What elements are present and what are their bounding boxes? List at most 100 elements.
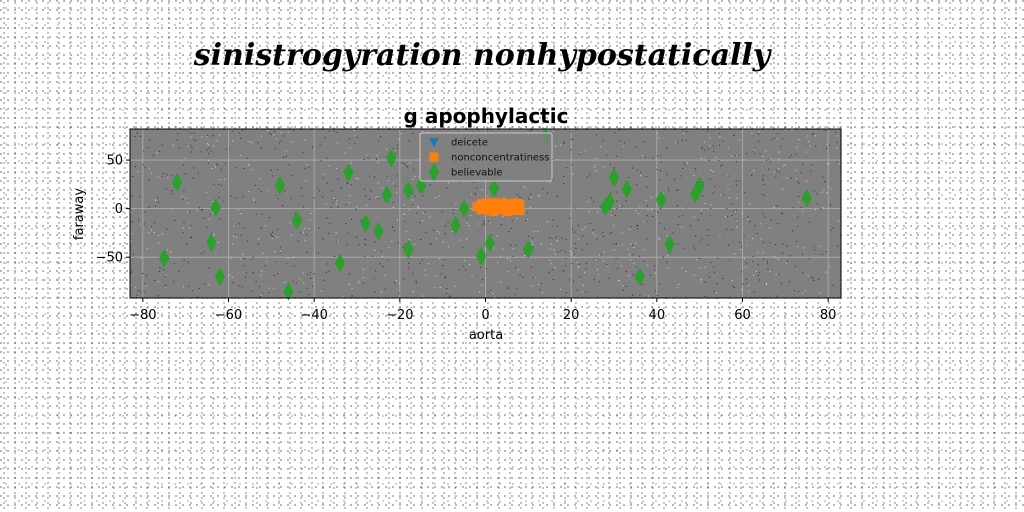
noise-dot	[158, 281, 160, 283]
noise-dot	[758, 131, 760, 133]
noise-dot	[714, 271, 715, 273]
noise-dot	[547, 192, 548, 194]
noise-dot	[435, 197, 437, 199]
noise-dot	[618, 129, 620, 131]
noise-dot	[212, 212, 213, 214]
noise-dot	[326, 263, 328, 265]
noise-dot	[207, 143, 208, 145]
noise-dot	[790, 154, 792, 156]
noise-dot	[425, 274, 427, 276]
noise-dot	[147, 147, 149, 149]
noise-dot	[482, 279, 484, 281]
noise-dot	[813, 133, 814, 135]
noise-dot	[758, 271, 760, 273]
noise-dot	[412, 199, 414, 201]
noise-dot	[549, 259, 551, 261]
x-tick-label: −80	[129, 308, 156, 323]
noise-dot	[292, 257, 294, 258]
noise-dot	[377, 182, 379, 184]
noise-dot	[283, 135, 285, 137]
noise-dot	[528, 198, 530, 200]
noise-dot	[247, 240, 249, 242]
noise-dot	[585, 262, 587, 264]
noise-dot	[556, 225, 558, 227]
noise-dot	[675, 142, 677, 143]
noise-dot	[391, 241, 393, 242]
noise-dot	[681, 267, 683, 269]
noise-dot	[384, 274, 386, 276]
noise-dot	[606, 264, 608, 266]
data-points	[158, 127, 813, 301]
noise-dot	[198, 287, 200, 289]
noise-dot	[531, 241, 533, 243]
noise-dot	[208, 159, 209, 161]
noise-dot	[682, 247, 684, 249]
noise-dot	[500, 223, 502, 225]
noise-dot	[685, 271, 687, 272]
noise-dot	[672, 232, 674, 234]
noise-dot	[148, 232, 150, 234]
noise-dot	[556, 196, 558, 197]
noise-dot	[542, 292, 544, 294]
noise-dot	[696, 259, 698, 260]
noise-dot	[312, 285, 314, 287]
noise-dot	[275, 195, 277, 197]
noise-dot	[412, 132, 414, 134]
noise-dot	[448, 182, 449, 184]
noise-dot	[768, 168, 770, 170]
noise-dot	[703, 141, 705, 143]
noise-dot	[412, 204, 414, 206]
noise-dot	[261, 270, 263, 272]
noise-dot	[254, 201, 256, 203]
noise-dot	[269, 132, 270, 134]
noise-dot	[131, 233, 133, 235]
noise-dot	[212, 134, 214, 136]
noise-dot	[392, 182, 394, 184]
noise-dot	[636, 169, 638, 171]
noise-dot	[763, 183, 765, 185]
noise-dot	[398, 138, 400, 140]
noise-dot	[758, 133, 760, 135]
noise-dot	[814, 249, 815, 251]
noise-dot	[644, 141, 646, 143]
noise-dot	[512, 248, 514, 250]
noise-dot	[209, 218, 210, 220]
data-point-believable	[206, 233, 217, 253]
noise-dot	[792, 207, 794, 209]
noise-dot	[385, 202, 387, 204]
noise-dot	[439, 287, 441, 288]
noise-dot	[739, 180, 741, 182]
noise-dot	[398, 292, 400, 294]
noise-dot	[733, 135, 735, 137]
noise-dot	[257, 142, 259, 144]
noise-dot	[272, 231, 273, 233]
noise-dot	[539, 289, 541, 291]
noise-dot	[242, 129, 244, 131]
noise-dot	[253, 198, 255, 200]
noise-dot	[142, 272, 144, 274]
noise-dot	[246, 157, 248, 159]
noise-dot	[137, 171, 139, 172]
noise-dot	[773, 207, 775, 208]
noise-dot	[552, 279, 554, 280]
noise-dot	[429, 184, 431, 186]
noise-dot	[786, 177, 788, 179]
noise-dot	[782, 212, 784, 214]
noise-dot	[715, 292, 717, 294]
noise-dot	[525, 219, 527, 221]
noise-dot	[208, 144, 209, 146]
noise-dot	[587, 201, 589, 203]
noise-dot	[561, 237, 563, 239]
noise-dot	[380, 250, 382, 252]
noise-dot	[190, 136, 192, 138]
noise-dot	[242, 258, 244, 259]
y-tick-label: 0	[115, 202, 123, 217]
noise-dot	[267, 190, 269, 192]
noise-dot	[710, 204, 712, 206]
noise-dot	[483, 220, 485, 222]
noise-dot	[550, 243, 552, 245]
noise-dot	[321, 290, 323, 292]
noise-dot	[571, 164, 573, 165]
noise-dot	[334, 198, 335, 200]
noise-dot	[310, 278, 312, 279]
